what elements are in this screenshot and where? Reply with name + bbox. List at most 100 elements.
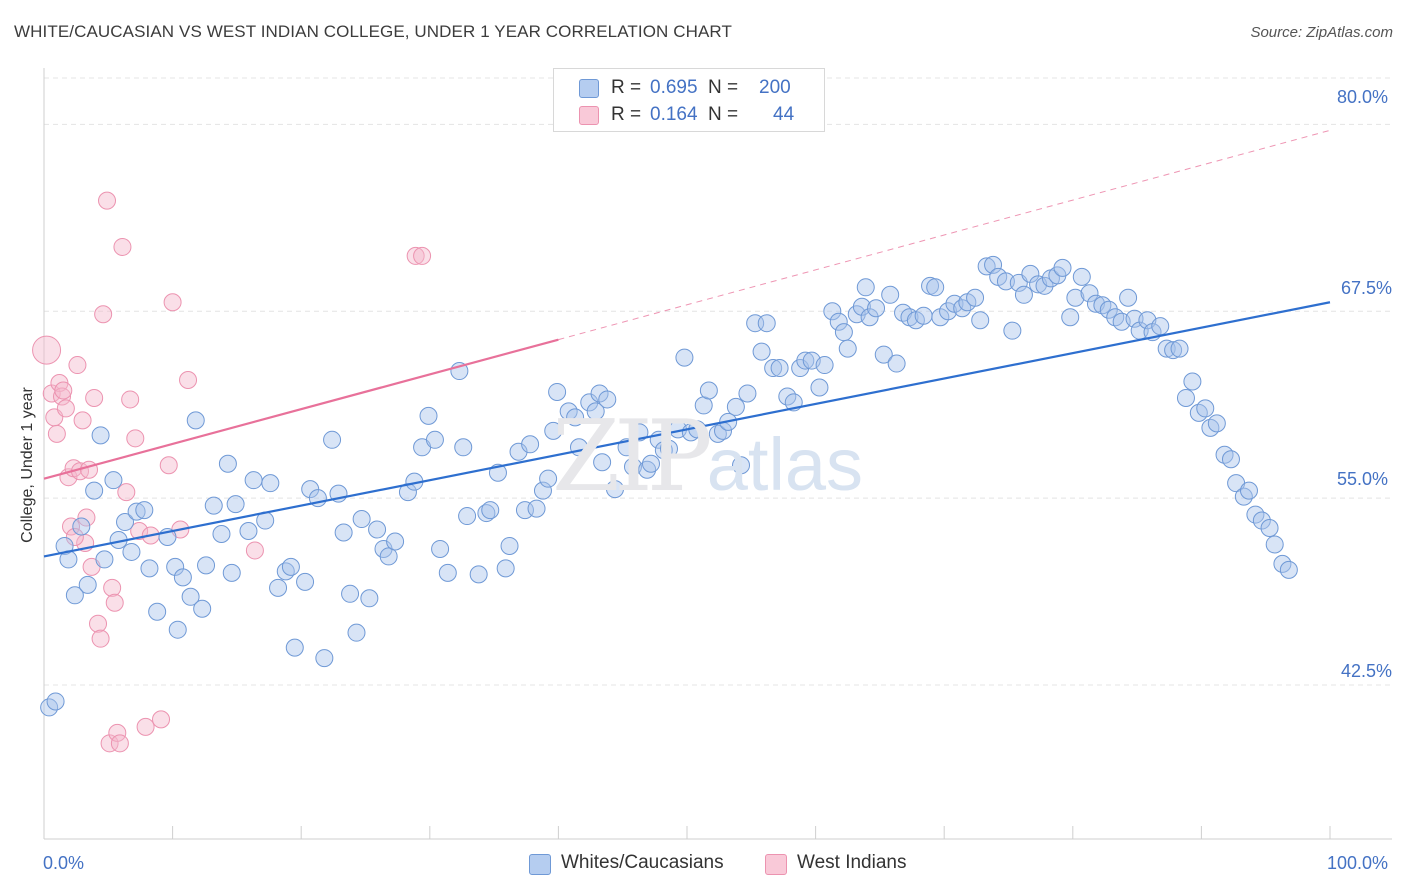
whites-point — [1021, 264, 1040, 283]
west-indians-point — [91, 629, 110, 648]
r-value: 0.695 — [650, 77, 698, 98]
whites-point — [226, 495, 245, 514]
west-indians-point — [406, 246, 425, 265]
whites-point — [135, 501, 154, 520]
west-indians-point — [117, 483, 136, 502]
west-indians-point — [73, 411, 92, 430]
whites-point — [261, 474, 280, 493]
whites-point — [140, 559, 159, 578]
west-indians-trend-line — [43, 338, 559, 480]
west-indians-point — [108, 723, 127, 742]
whites-point — [527, 499, 546, 518]
west-indians-point — [100, 734, 119, 753]
whites-point — [1207, 414, 1226, 433]
west-indians-point — [54, 381, 73, 400]
whites-point — [438, 563, 457, 582]
whites-point — [352, 510, 371, 529]
whites-point — [1196, 399, 1215, 418]
whites-point — [996, 272, 1015, 291]
whites-point — [1265, 535, 1284, 554]
west-indians-point — [136, 717, 155, 736]
whites-point — [1189, 403, 1208, 422]
whites-point — [675, 348, 694, 367]
whites-point — [244, 471, 263, 490]
whites-point — [1221, 450, 1240, 469]
whites-point — [95, 550, 114, 569]
whites-point — [694, 396, 713, 415]
y-tick-67-5: 67.5% — [1341, 278, 1393, 298]
whites-point — [623, 457, 642, 476]
whites-point — [379, 547, 398, 566]
whites-legend-swatch — [529, 854, 551, 875]
whites-point — [1234, 487, 1253, 506]
whites-point — [285, 638, 304, 657]
whites-point — [496, 559, 515, 578]
whites-point — [78, 575, 97, 594]
whites-point — [481, 501, 500, 520]
west-indians-point — [42, 384, 61, 403]
whites-point — [104, 471, 123, 490]
whites-point — [569, 438, 588, 457]
west-indians-legend-label: West Indians — [797, 852, 907, 873]
whites-point — [881, 285, 900, 304]
whites-point — [1072, 267, 1091, 286]
whites-trend-line — [43, 301, 1331, 558]
y-tick-42-5: 42.5% — [1341, 661, 1393, 681]
r-value: 0.164 — [650, 104, 698, 125]
n-label: N = — [708, 77, 739, 98]
whites-point — [168, 620, 187, 639]
west-indians-points — [32, 191, 432, 753]
west-indians-point — [47, 424, 66, 443]
whites-point — [148, 602, 167, 621]
west-indians-point — [65, 527, 84, 546]
west-indians-point — [113, 237, 132, 256]
whites-point — [368, 520, 387, 539]
whites-point — [1260, 519, 1279, 538]
whites-point — [548, 382, 567, 401]
whites-point — [732, 456, 751, 475]
whites-point — [856, 278, 875, 297]
n-value: 200 — [759, 77, 791, 98]
whites-point — [605, 480, 624, 499]
west-indians-point — [56, 399, 75, 418]
west-indians-point — [130, 522, 149, 541]
whites-point — [860, 308, 879, 327]
whites-legend-label: Whites/Caucasians — [561, 852, 724, 873]
whites-point — [1215, 445, 1234, 464]
whites-point — [757, 314, 776, 333]
whites-point — [197, 556, 216, 575]
whites-point — [641, 454, 660, 473]
whites-point — [834, 323, 853, 342]
whites-point — [1080, 284, 1099, 303]
whites-point — [239, 522, 258, 541]
west-indians-point — [98, 191, 117, 210]
west-indians-trend-extension — [558, 129, 1331, 341]
west-indians-point — [105, 593, 124, 612]
whites-points — [40, 255, 1298, 717]
n-value: 44 — [773, 104, 795, 125]
whites-point — [173, 568, 192, 587]
whites-point — [515, 501, 534, 520]
source-credit: Source: ZipAtlas.com — [1250, 24, 1393, 41]
whites-point — [984, 255, 1003, 274]
whites-point — [1151, 317, 1170, 336]
whites-point — [458, 507, 477, 526]
x-tick-min: 0.0% — [43, 853, 85, 873]
whites-point — [1279, 560, 1298, 579]
west-indians-point — [32, 335, 62, 365]
whites-point — [72, 517, 91, 536]
whites-point — [887, 354, 906, 373]
whites-point — [65, 586, 84, 605]
whites-point — [116, 513, 135, 532]
west-indians-point — [245, 541, 264, 560]
whites-point — [1125, 309, 1144, 328]
whites-point — [1003, 321, 1022, 340]
whites-point — [181, 587, 200, 606]
y-tick-55: 55.0% — [1337, 469, 1389, 489]
whites-point — [926, 278, 945, 297]
whites-point — [521, 435, 540, 454]
west-indians-point — [89, 614, 108, 633]
whites-point — [360, 589, 379, 608]
whites-point — [323, 430, 342, 449]
whites-point — [598, 390, 617, 409]
